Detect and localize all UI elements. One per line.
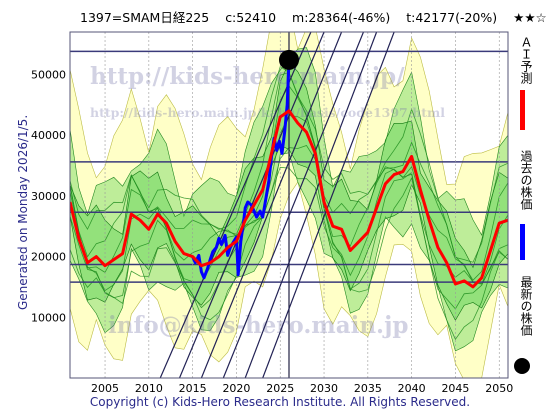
x-tick-label-4: 2025 (266, 382, 294, 395)
x-tick-label-0: 2005 (91, 382, 119, 395)
x-tick-label-1: 2010 (135, 382, 163, 395)
legend-latest-swatch (514, 358, 530, 374)
target-value: t:42177(-20%) (406, 10, 498, 25)
y-tick-label-0: 10000 (31, 311, 66, 324)
watermark-url: http://kids-hero.main.jp/ (90, 63, 405, 90)
trend-line-3 (222, 32, 365, 378)
ai-series-line (70, 109, 508, 289)
legend-latest-label: 最新の株価 (519, 276, 533, 336)
legend-past-swatch (520, 224, 525, 260)
generated-date: Generated on Monday 2026/1/5. (16, 114, 30, 310)
x-tick-label-6: 2035 (354, 382, 382, 395)
legend-past-label: 過去の株価 (519, 150, 533, 210)
x-tick-label-2: 2015 (179, 382, 207, 395)
copyright-footer: Copyright (c) Kids-Hero Research Institu… (89, 395, 471, 409)
legend-ai-label: ＡＩ予測 (519, 36, 533, 84)
close-value: c:52410 (225, 10, 277, 25)
x-tick-label-5: 2030 (310, 382, 338, 395)
rating-stars: ★★☆ (513, 10, 547, 25)
watermark-email: info@kids-hero.main.jp (108, 312, 408, 339)
header: 1397=SMAM日経225 c:52410 m:28364(-46%) t:4… (80, 7, 559, 26)
x-tick-label-9: 2050 (485, 382, 513, 395)
plot-frame (69, 31, 509, 379)
legend-ai-swatch (520, 90, 525, 130)
watermark-code-url: http://kids-hero.main.jp/kabu/basis/code… (90, 105, 445, 120)
x-tick-label-8: 2045 (441, 382, 469, 395)
trend-line-5 (262, 32, 395, 378)
y-tick-label-1: 20000 (31, 251, 66, 264)
y-tick-label-3: 40000 (31, 129, 66, 142)
trend-line-0 (159, 32, 312, 378)
y-tick-label-4: 50000 (31, 68, 66, 81)
min-value: m:28364(-46%) (292, 10, 391, 25)
latest-price-marker (279, 49, 299, 70)
trend-line-2 (200, 32, 343, 378)
x-tick-label-7: 2040 (398, 382, 426, 395)
x-tick-label-3: 2020 (222, 382, 250, 395)
y-tick-label-2: 30000 (31, 190, 66, 203)
ticker-label: 1397=SMAM日経225 (80, 10, 210, 25)
trend-line-4 (244, 32, 378, 378)
